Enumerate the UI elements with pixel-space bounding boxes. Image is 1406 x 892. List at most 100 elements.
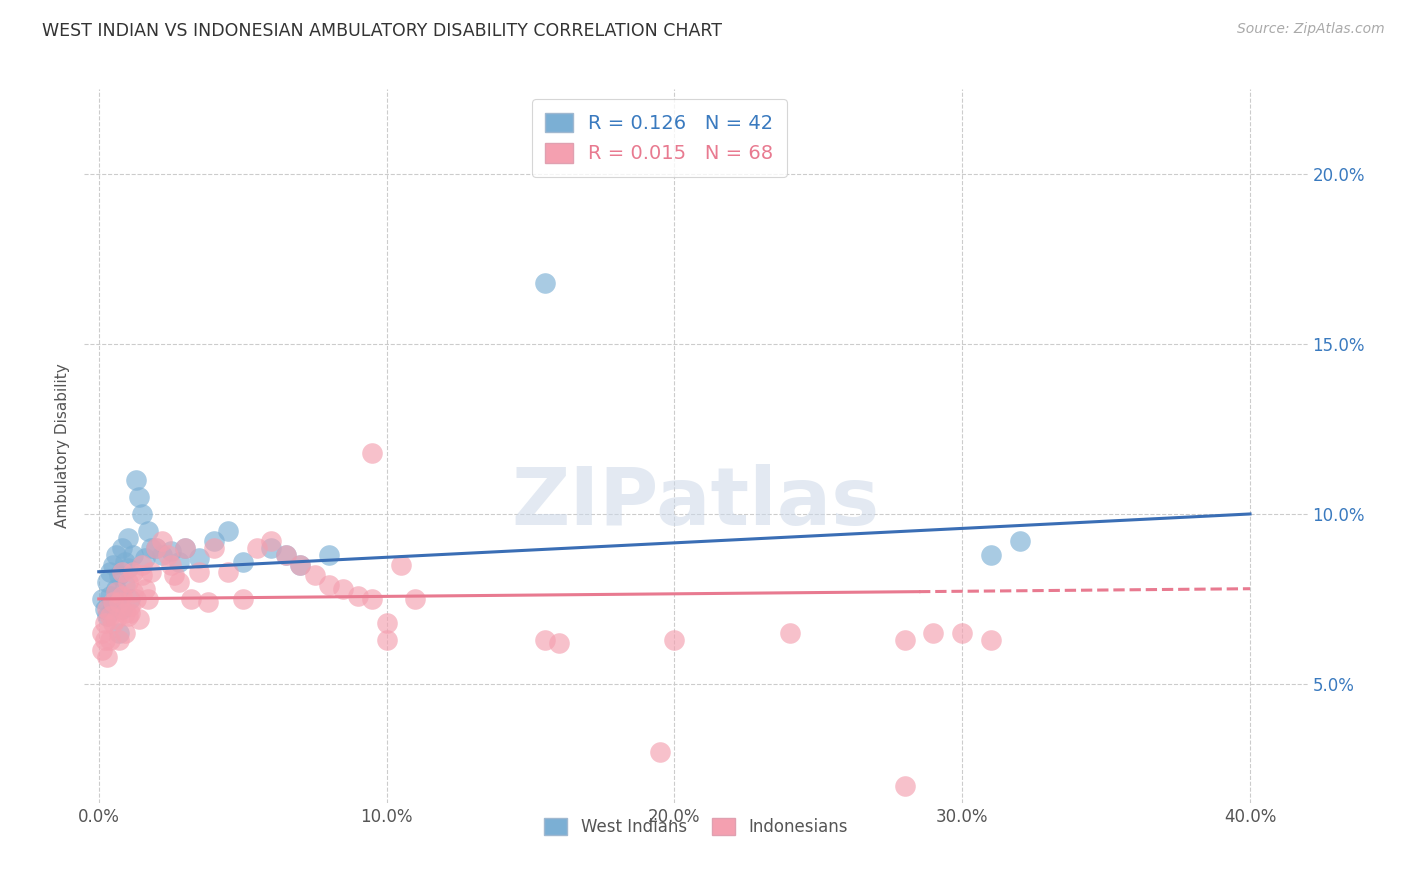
Point (93, 602, 115, 616)
Point (114, 626, 136, 640)
Point (136, 591, 159, 606)
Point (180, 591, 202, 606)
Point (96, 602, 118, 616)
Point (145, 541, 167, 555)
Point (111, 565, 134, 579)
Point (375, 615, 398, 630)
Point (260, 534, 283, 549)
Point (105, 612, 128, 626)
Point (361, 446, 384, 460)
Point (96, 608, 118, 623)
Point (188, 565, 211, 579)
Point (232, 555, 254, 569)
Point (117, 531, 139, 545)
Point (90, 626, 112, 640)
Point (332, 582, 354, 596)
Point (96, 649, 118, 664)
Point (122, 585, 145, 599)
Point (139, 541, 162, 555)
Point (202, 534, 225, 549)
Point (125, 473, 148, 487)
Point (108, 595, 131, 609)
Point (117, 574, 139, 589)
Point (93, 632, 115, 647)
Point (117, 561, 139, 575)
Point (169, 574, 191, 589)
Point (648, 745, 671, 759)
Point (90, 643, 112, 657)
Point (664, 632, 686, 647)
Point (159, 558, 181, 572)
Point (246, 541, 269, 555)
Point (290, 558, 312, 572)
Point (290, 558, 312, 572)
Point (174, 541, 197, 555)
Point (98, 565, 121, 579)
Point (114, 555, 136, 569)
Point (980, 548, 1002, 562)
Point (156, 548, 179, 562)
Point (779, 626, 801, 640)
Point (197, 595, 219, 609)
Y-axis label: Ambulatory Disability: Ambulatory Disability (55, 364, 70, 528)
Point (232, 591, 254, 606)
Point (548, 636, 571, 650)
Point (318, 578, 340, 592)
Point (318, 548, 340, 562)
Point (101, 595, 124, 609)
Point (274, 548, 297, 562)
Point (93, 615, 115, 630)
Point (169, 555, 191, 569)
Point (122, 565, 145, 579)
Point (131, 568, 153, 582)
Point (950, 626, 973, 640)
Point (105, 548, 128, 562)
Point (136, 524, 159, 538)
Point (120, 599, 142, 613)
Point (1008, 534, 1031, 549)
Point (404, 591, 426, 606)
Point (217, 565, 239, 579)
Point (162, 568, 184, 582)
Point (274, 548, 297, 562)
Point (98, 632, 121, 647)
Point (105, 585, 128, 599)
Point (260, 541, 283, 555)
Point (534, 276, 557, 290)
Point (217, 524, 239, 538)
Point (125, 591, 148, 606)
Point (128, 490, 150, 504)
Point (188, 551, 211, 566)
Point (346, 589, 368, 603)
Point (389, 558, 412, 572)
Point (114, 606, 136, 620)
Point (145, 541, 167, 555)
Point (120, 591, 142, 606)
Point (174, 541, 197, 555)
Point (139, 565, 162, 579)
Point (131, 507, 153, 521)
Point (114, 578, 136, 592)
Point (98, 608, 121, 623)
Point (893, 632, 915, 647)
Point (122, 548, 145, 562)
Point (111, 602, 134, 616)
Point (202, 541, 225, 555)
Point (105, 582, 128, 596)
Point (150, 548, 173, 562)
Point (134, 551, 156, 566)
Point (131, 558, 153, 572)
Point (304, 568, 326, 582)
Point (90, 591, 112, 606)
Point (980, 632, 1002, 647)
Point (893, 779, 915, 793)
Point (375, 632, 398, 647)
Point (128, 612, 150, 626)
Point (101, 615, 124, 630)
Legend: West Indians, Indonesians: West Indians, Indonesians (536, 810, 856, 845)
Point (120, 606, 142, 620)
Point (101, 558, 124, 572)
Point (922, 626, 945, 640)
Point (111, 589, 134, 603)
Point (96, 574, 118, 589)
